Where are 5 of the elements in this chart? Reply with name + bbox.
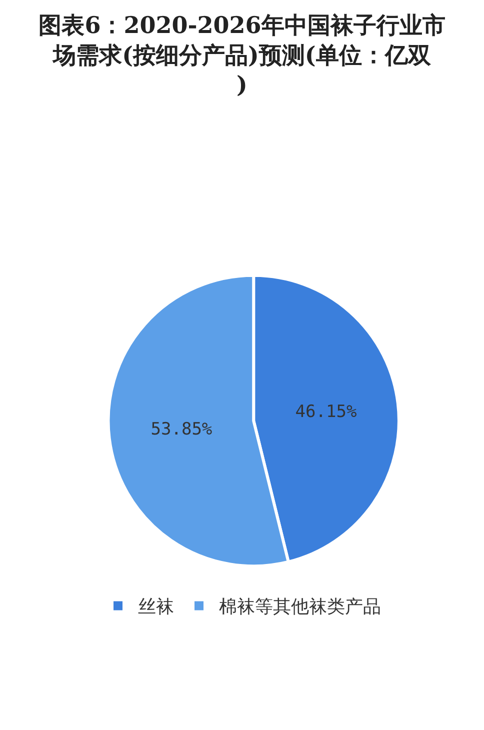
legend-label: 丝袜 <box>138 596 174 618</box>
data-label: 53.85% <box>150 420 212 440</box>
data-label: 46.15% <box>295 402 357 422</box>
chart-title: 图表6：2020-2026年中国袜子行业市场需求(按细分产品)预测(单位：亿双) <box>38 12 446 99</box>
legend-label: 棉袜等其他袜类产品 <box>219 596 381 618</box>
